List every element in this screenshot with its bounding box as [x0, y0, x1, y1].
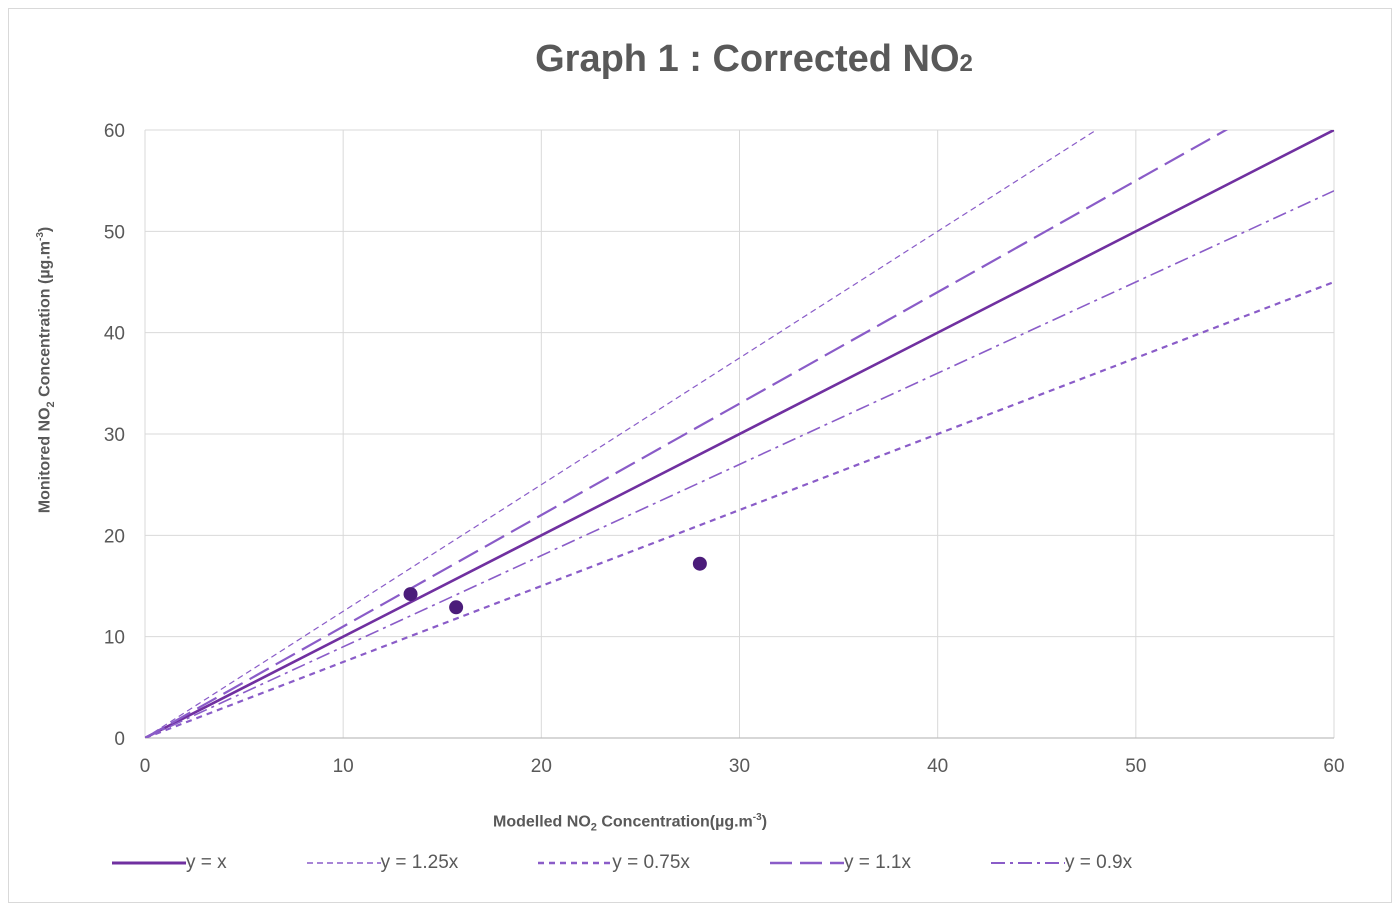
legend-item: y = 0.9x	[989, 852, 1210, 874]
legend-item: y = 1.1x	[768, 852, 989, 874]
x-tick-label: 10	[333, 756, 354, 777]
data-point	[692, 556, 707, 571]
x-tick-label: 0	[140, 756, 151, 777]
series-line	[145, 130, 1229, 738]
legend-swatch	[991, 862, 1066, 864]
legend-label: y = x	[186, 852, 227, 873]
x-axis-label: Modelled NO2 Concentration(µg.m-3)	[492, 812, 768, 834]
y-tick-label: 60	[104, 121, 125, 142]
series-line	[145, 130, 1334, 738]
y-tick-label: 30	[104, 425, 125, 446]
legend-label: y = 0.75x	[612, 852, 690, 873]
y-tick-label: 40	[104, 324, 125, 345]
data-point	[449, 600, 464, 615]
legend-swatch	[538, 861, 613, 865]
legend-label: y = 1.1x	[843, 852, 912, 873]
chart-title: Graph 1 : Corrected NO2	[535, 38, 973, 80]
legend-swatch	[769, 861, 844, 865]
legend-swatch	[306, 862, 381, 864]
legend-item: y = 1.25x	[305, 852, 537, 874]
y-tick-label: 10	[104, 628, 125, 649]
legend-item: y = 0.75x	[536, 852, 768, 874]
chart-area	[8, 8, 1392, 903]
legend-label: y = 1.25x	[380, 852, 459, 873]
series-group	[145, 130, 1334, 738]
legend-label: y = 0.9x	[1065, 852, 1133, 873]
x-tick-label: 50	[1125, 756, 1146, 777]
series-line	[145, 280, 1334, 738]
legend: y = x y = 1.25x y = 0.75x y = 1.1x y = 0.9x	[110, 848, 1210, 878]
data-point	[403, 587, 418, 602]
x-tick-label: 40	[927, 756, 948, 777]
y-tick-label: 50	[104, 222, 125, 243]
series-line	[145, 190, 1334, 738]
x-tick-label: 20	[531, 756, 552, 777]
x-tick-label: 60	[1323, 756, 1344, 777]
legend-swatch	[112, 861, 186, 865]
x-tick-label: 30	[729, 756, 750, 777]
y-tick-label: 0	[114, 729, 125, 750]
legend-item: y = x	[110, 852, 305, 874]
y-tick-label: 20	[104, 526, 125, 547]
series-line	[145, 130, 1098, 738]
